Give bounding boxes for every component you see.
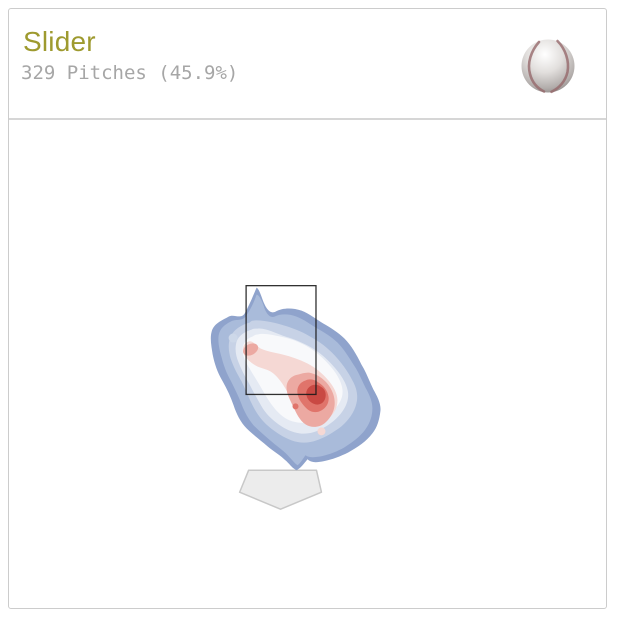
pitch-type-card: Slider 329 Pitches (45.9%)	[8, 8, 607, 609]
density-pink-dot	[317, 427, 326, 436]
density-red-dot	[292, 403, 299, 410]
baseball-seam-left	[527, 40, 546, 93]
baseball-icon	[520, 38, 576, 94]
pitch-count-subtitle: 329 Pitches (45.9%)	[21, 62, 239, 84]
density-contour-level7-left	[243, 343, 259, 356]
density-hole-dot	[228, 333, 238, 343]
pitch-type-title: Slider	[23, 26, 96, 57]
baseball-seam-right	[550, 39, 570, 94]
pitch-location-plot	[9, 120, 606, 607]
kde-heatmap-svg	[210, 285, 381, 510]
strike-zone-outline	[245, 285, 317, 396]
baseball-body	[521, 39, 575, 93]
card-header: Slider 329 Pitches (45.9%)	[9, 9, 606, 120]
home-plate	[238, 469, 323, 510]
baseball-icon-svg	[521, 39, 575, 94]
